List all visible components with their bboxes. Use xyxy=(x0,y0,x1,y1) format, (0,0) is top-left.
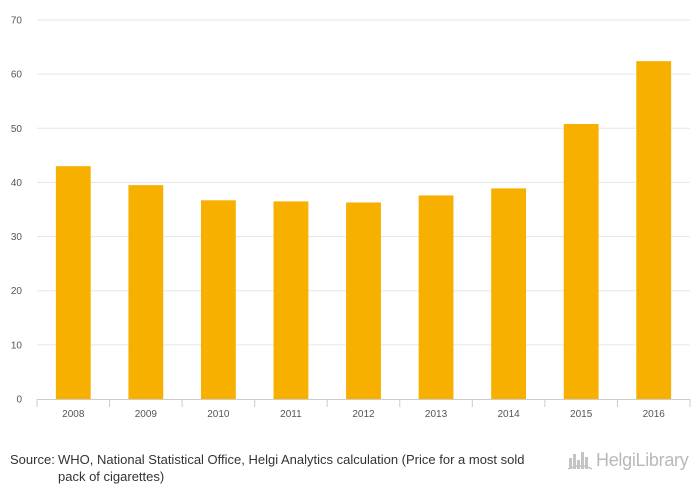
x-tick-label: 2011 xyxy=(280,409,302,420)
y-tick-label: 50 xyxy=(11,124,23,135)
y-tick-label: 20 xyxy=(11,286,23,297)
x-tick-label: 2016 xyxy=(643,409,666,420)
x-axis: 2008 2009 2010 2011 2012 2013 2014 2015 2016 xyxy=(36,399,691,420)
x-tick-label: 2008 xyxy=(62,409,85,420)
logo-text: HelgiLibrary xyxy=(596,449,689,470)
x-tick-label: 2010 xyxy=(207,409,230,420)
helgi-library-logo[interactable]: HelgiLibrary xyxy=(568,449,689,471)
y-axis: 0 10 20 30 40 50 60 70 xyxy=(11,16,23,406)
bar-2011[interactable] xyxy=(273,201,309,399)
source-label: Source: xyxy=(10,452,55,467)
y-tick-label: 30 xyxy=(11,232,23,243)
bar-2010[interactable] xyxy=(200,200,236,399)
source-text: WHO, National Statistical Office, Helgi … xyxy=(58,452,525,484)
helgi-library-icon xyxy=(568,452,592,470)
bars xyxy=(55,61,672,400)
y-tick-label: 10 xyxy=(11,340,23,351)
x-tick-label: 2009 xyxy=(135,409,158,420)
x-tick-label: 2015 xyxy=(570,409,593,420)
source-note: Source: WHO, National Statistical Office… xyxy=(10,451,530,485)
y-tick-label: 60 xyxy=(11,70,23,81)
bar-2014[interactable] xyxy=(491,188,527,399)
x-tick-label: 2013 xyxy=(425,409,448,420)
y-tick-label: 40 xyxy=(11,178,23,189)
bar-2016[interactable] xyxy=(636,61,672,400)
x-tick-label: 2014 xyxy=(497,409,520,420)
bar-2012[interactable] xyxy=(346,202,381,399)
bar-2013[interactable] xyxy=(418,195,454,399)
bar-2009[interactable] xyxy=(128,185,164,399)
bar-2015[interactable] xyxy=(563,123,599,399)
bar-chart: 0 10 20 30 40 50 60 70 2008 2009 2010 2011 2012 2013… xyxy=(11,16,691,420)
x-tick-label: 2012 xyxy=(352,409,375,420)
y-tick-label: 70 xyxy=(11,16,23,27)
bar-2008[interactable] xyxy=(55,166,91,399)
y-tick-label: 0 xyxy=(16,395,22,406)
